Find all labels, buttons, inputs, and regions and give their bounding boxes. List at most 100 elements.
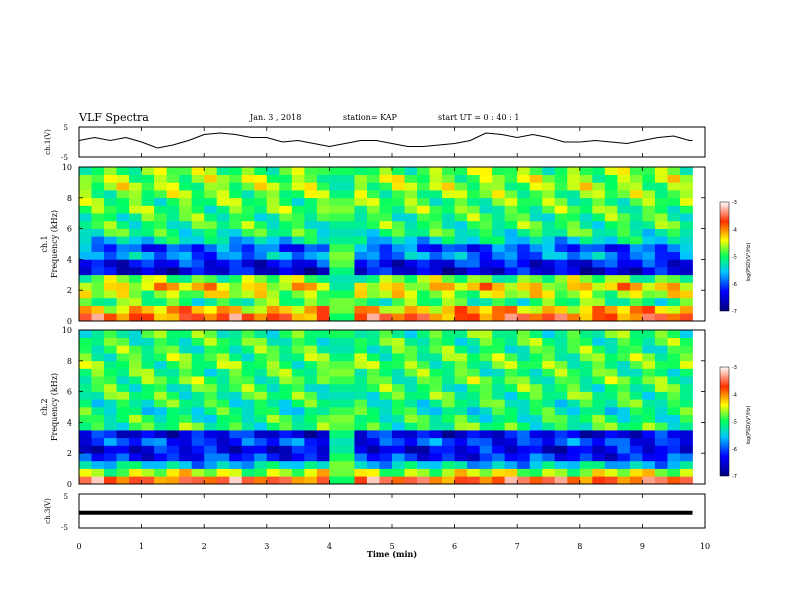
ch2-spectrogram-cell [216, 368, 230, 377]
ch2-spectrogram-cell [604, 460, 618, 469]
ch2-spectrogram-cell [216, 445, 230, 454]
ch2-spectrogram-cell [667, 422, 681, 431]
ch2-spectrogram-cell [417, 460, 430, 469]
ch2-spectrogram-cell [454, 345, 468, 354]
ch2-spectrogram-cell [379, 360, 393, 369]
ch1-spectrogram-cell [329, 167, 343, 175]
ch2-spectrogram-cell [341, 437, 355, 446]
ch1-spectrogram-cell [492, 174, 506, 183]
ch1-spectrogram-cell [116, 251, 130, 260]
ch1-spectrogram-cell [604, 297, 618, 306]
ch1-spectrogram-cell [191, 228, 205, 237]
ch1-spectrogram-cell [592, 182, 606, 191]
ch2-spectrogram-cell [604, 360, 618, 369]
ch1-spectrogram-cell [404, 313, 418, 322]
ch2-spectrogram-cell [492, 353, 506, 362]
ch1-spectrogram-cell [154, 313, 168, 322]
ch2-spectrogram-cell [417, 383, 430, 392]
ch2-spectrogram-cell [392, 383, 405, 392]
ch1-spectrogram-cell [379, 213, 393, 222]
ch2-spectrogram-cell [291, 422, 305, 431]
ch1-ytick-tick-label: 2 [67, 286, 72, 295]
ch2-spectrogram-cell [316, 445, 330, 454]
ch2-spectrogram-cell [341, 383, 355, 392]
x-tick-label: 3 [264, 542, 269, 551]
ch2-spectrogram-cell [554, 345, 568, 354]
ch1-spectrogram-cell [617, 305, 631, 314]
ch1-spectrogram-cell [392, 190, 405, 199]
ch1-spectrogram-cell [554, 290, 568, 299]
ch1-spectrogram-cell [316, 174, 330, 183]
ch2-spectrogram-cell [567, 399, 581, 408]
ch1-spectrogram-cell [129, 236, 142, 245]
ch1-spectrogram-cell [291, 182, 305, 191]
ch2-spectrogram-cell [567, 391, 581, 400]
ch1-spectrogram-cell [529, 205, 543, 214]
ch1-spectrogram-cell [542, 297, 556, 306]
ch1-spectrogram-cell [229, 213, 243, 222]
ch2-spectrogram-cell [204, 422, 218, 431]
ch1-spectrogram-cell [667, 174, 681, 183]
ch2-spectrogram-cell [329, 360, 343, 369]
ch2-spectrogram-cell [191, 453, 205, 462]
ch1-spectrogram-cell [417, 205, 430, 214]
ch1-spectrogram-cell [79, 228, 92, 237]
ch2-spectrogram-cell [241, 383, 255, 392]
ch2-spectrogram-cell [241, 337, 255, 346]
ch1-spectrogram-cell [542, 313, 556, 322]
ch2-spectrogram-cell [229, 337, 243, 346]
ch2-spectrogram-cell [279, 468, 293, 477]
ch2-spectrogram-cell [604, 453, 618, 462]
ch2-spectrogram-cell [517, 445, 531, 454]
ch1-spectrogram-cell [279, 228, 293, 237]
ch1-spectrogram-cell [467, 244, 481, 252]
ch1-spectrogram-cell [116, 220, 130, 229]
ch2-spectrogram-cell [116, 330, 130, 338]
ch1-spectrogram-cell [366, 244, 380, 252]
ch3v-ylabel: ch.3(V) [44, 498, 52, 524]
ch1-spectrogram-cell [467, 290, 481, 299]
ch1-spectrogram-cell [241, 305, 255, 314]
ch1-spectrogram-cell [629, 259, 643, 268]
ch2-spectrogram-cell [179, 353, 193, 362]
ch1-spectrogram-cell [291, 251, 305, 260]
ch2-spectrogram-cell [241, 360, 255, 369]
ch1-spectrogram-cell [341, 244, 355, 252]
ch2-spectrogram-cell [654, 422, 668, 431]
ch2-spectrogram-cell [166, 453, 180, 462]
ch1-spectrogram-cell [417, 228, 430, 237]
ch2-spectrogram-cell [629, 399, 643, 408]
ch2-spectrogram-cell [166, 353, 180, 362]
ch2-spectrogram-cell [529, 376, 543, 385]
ch1-spectrogram-cell [654, 251, 668, 260]
ch2-spectrogram-cell [229, 407, 243, 415]
ch2-spectrogram-cell [329, 376, 343, 385]
ch2-spectrogram-cell [366, 330, 380, 338]
ch1-spectrogram-cell [504, 313, 518, 322]
ch1-spectrogram-cell [517, 174, 531, 183]
ch1-spectrogram-cell [617, 236, 631, 245]
ch1-spectrogram-cell [116, 213, 130, 222]
ch2-spectrogram-cell [254, 368, 268, 377]
ch1-spectrogram-cell [379, 205, 393, 214]
ch1-spectrogram-cell [604, 205, 618, 214]
ch2-spectrogram-cell [417, 391, 430, 400]
ch2-spectrogram-cell [454, 337, 468, 346]
ch2-spectrogram-cell [141, 360, 155, 369]
ch1-spectrogram-cell [341, 282, 355, 291]
ch2-spectrogram-cell [642, 337, 656, 346]
ch1-spectrogram-cell [316, 228, 330, 237]
ch2-spectrogram-cell [304, 360, 318, 369]
ch1-spectrogram-cell [642, 236, 656, 245]
ch2-spectrogram-cell [104, 360, 117, 369]
ch2-spectrogram-cell [279, 453, 293, 462]
ch1-spectrogram-cell [554, 182, 568, 191]
ch1-spectrogram-cell [129, 282, 142, 291]
ch2-spectrogram-cell [667, 460, 681, 469]
ch1-spectrogram-cell [291, 282, 305, 291]
ch2-spectrogram-cell [179, 414, 193, 423]
ch1-spectrogram-cell [442, 190, 455, 199]
ch2-spectrogram-cell [79, 391, 92, 400]
ch2-spectrogram-cell [567, 407, 581, 415]
ch1-ytick-tick-label: 6 [67, 225, 72, 234]
